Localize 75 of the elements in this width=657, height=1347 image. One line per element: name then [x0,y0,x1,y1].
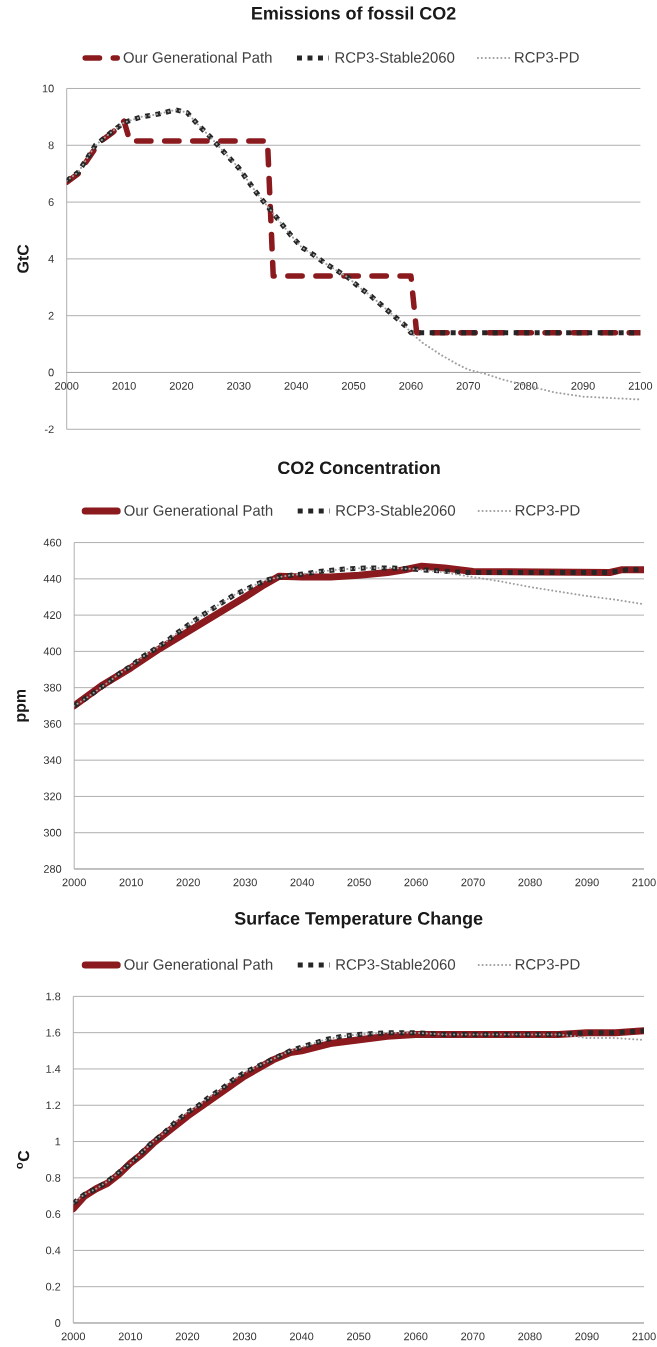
chart-title: Emissions of fossil CO2 [252,6,456,20]
x-tick-label: 2080 [518,1332,542,1341]
x-tick-label: 2000 [61,1332,86,1341]
y-tick-label: 4 [48,255,54,263]
x-tick-label: 2060 [404,1332,428,1341]
x-tick-label: 2090 [571,382,595,390]
x-tick-label: 2000 [62,878,86,887]
y-tick-label: 320 [43,792,62,801]
y-tick-label: 0.6 [45,1210,61,1218]
legend-label: RCP3-PD [515,959,580,970]
legend-label: RCP3-PD [515,505,580,516]
x-tick-label: 2090 [575,878,599,887]
x-tick-label: 2020 [169,382,194,390]
chart-title: CO2 Concentration [278,460,440,475]
y-tick-label: 0.4 [45,1246,61,1255]
x-tick-label: 2020 [176,878,200,887]
x-tick-label: 2020 [175,1332,200,1341]
x-tick-label: 2070 [461,878,485,887]
y-tick-label: 420 [43,611,62,619]
y-tick-label: 380 [43,683,62,692]
y-tick-label: 300 [43,828,62,837]
x-tick-label: 2010 [119,878,143,887]
chart-title: Surface Temperature Change [234,911,483,929]
y-tick-label: 1.4 [46,1065,61,1073]
x-tick-label: 2080 [518,878,542,887]
y-tick-label: 0.8 [45,1173,61,1182]
y-axis-title: GtC [17,244,29,273]
y-tick-label: -2 [44,425,54,434]
x-tick-label: 2010 [118,1332,143,1341]
x-tick-label: 2060 [404,878,428,887]
y-tick-label: 1 [55,1137,61,1146]
y-tick-label: 460 [43,538,62,547]
legend-label: RCP3-PD [515,52,579,63]
y-tick-label: 360 [43,720,62,728]
legend-label: RCP3-Stable2060 [336,958,456,970]
y-tick-label: 6 [48,198,54,206]
x-tick-label: 2070 [461,1332,485,1341]
y-axis-title: ppm [17,689,29,722]
y-tick-label: 0 [55,1319,61,1327]
x-tick-label: 2030 [233,878,257,887]
x-tick-label: 2030 [232,1332,257,1341]
y-axis-title: $^{o}$C [16,1150,30,1169]
x-tick-label: 2040 [289,1332,314,1341]
x-tick-label: 2100 [632,878,656,887]
x-tick-label: 2040 [284,382,308,390]
x-tick-label: 2050 [347,878,371,887]
y-tick-label: 280 [43,865,62,873]
x-tick-label: 2040 [290,878,314,887]
y-tick-label: 10 [42,84,54,93]
legend-label: Our Generational Path [123,51,272,63]
x-tick-label: 2070 [456,382,481,390]
y-tick-label: 2 [48,311,54,320]
y-tick-label: 440 [43,574,62,583]
legend-label: RCP3-Stable2060 [336,504,456,516]
x-tick-label: 2050 [347,1332,371,1341]
x-tick-label: 2080 [514,382,538,390]
y-tick-label: 1.2 [46,1101,61,1110]
x-tick-label: 2090 [575,1332,599,1341]
x-tick-label: 2000 [55,382,79,390]
legend-label: Our Generational Path [124,958,273,970]
legend-label: Our Generational Path [124,504,273,516]
x-tick-label: 2010 [112,382,136,390]
y-tick-label: 340 [43,756,62,765]
y-tick-label: 400 [43,647,62,656]
y-tick-label: 8 [48,141,54,150]
x-tick-label: 2050 [341,382,366,390]
y-tick-label: 0.2 [45,1282,61,1291]
legend-label: RCP3-Stable2060 [335,51,455,63]
y-tick-label: 0 [48,368,54,377]
x-tick-label: 2060 [399,382,423,390]
x-tick-label: 2030 [227,382,251,390]
y-tick-label: 1.8 [46,992,61,1001]
x-tick-label: 2100 [628,382,653,390]
y-tick-label: 1.6 [46,1028,61,1037]
x-tick-label: 2100 [632,1332,656,1341]
